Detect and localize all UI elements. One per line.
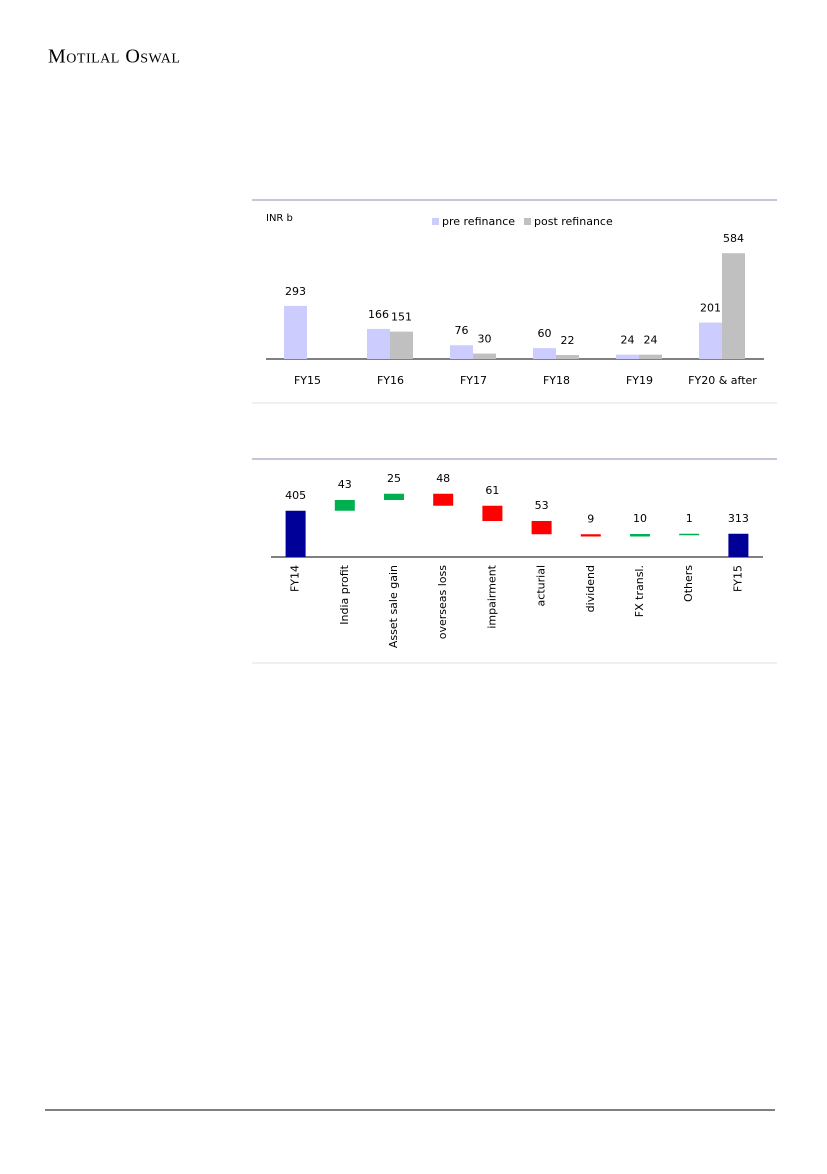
bar xyxy=(390,331,413,359)
x-tick-label: Others xyxy=(682,565,695,602)
value-label: 48 xyxy=(436,472,450,485)
legend-swatch xyxy=(432,218,439,225)
bar xyxy=(699,322,722,359)
legend-label: pre refinance xyxy=(442,215,515,228)
bar xyxy=(679,533,700,536)
value-label: 30 xyxy=(478,333,492,346)
x-tick-label: FY17 xyxy=(460,374,487,387)
bar xyxy=(722,253,745,359)
bar xyxy=(285,510,306,557)
value-label: 313 xyxy=(728,512,749,525)
bar xyxy=(531,521,552,535)
bar xyxy=(433,493,454,506)
legend-swatch xyxy=(524,218,531,225)
x-tick-label: acturial xyxy=(535,565,548,606)
value-label: 25 xyxy=(387,472,401,485)
value-label: 76 xyxy=(455,324,469,337)
value-label: 60 xyxy=(538,327,552,340)
x-tick-label: FY16 xyxy=(377,374,404,387)
bar xyxy=(630,534,650,537)
value-label: 24 xyxy=(621,334,635,347)
x-tick-label: FY15 xyxy=(731,565,744,592)
bar xyxy=(728,533,749,557)
value-label: 584 xyxy=(723,232,744,245)
x-tick-label: FY15 xyxy=(294,374,321,387)
x-tick-label: FY14 xyxy=(289,565,302,592)
legend-label: post refinance xyxy=(534,215,613,228)
x-tick-label: impairment xyxy=(485,564,498,628)
x-tick-label: overseas loss xyxy=(436,565,449,640)
bar xyxy=(616,354,639,359)
bar xyxy=(639,354,662,359)
bar xyxy=(556,355,579,359)
bar xyxy=(450,345,473,359)
unit-label: INR b xyxy=(266,213,293,224)
value-label: 10 xyxy=(633,512,647,525)
bar xyxy=(384,493,404,500)
x-tick-label: dividend xyxy=(584,565,597,612)
x-tick-label: Asset sale gain xyxy=(387,565,400,648)
value-label: 405 xyxy=(285,489,306,502)
x-tick-label: FX transl. xyxy=(633,565,646,617)
bar xyxy=(473,353,496,359)
value-label: 1 xyxy=(686,512,693,525)
x-tick-label: FY19 xyxy=(626,374,653,387)
value-label: 293 xyxy=(285,285,306,298)
x-tick-label: FY20 & after xyxy=(688,374,757,387)
x-tick-label: India profit xyxy=(338,564,351,624)
bar xyxy=(284,305,307,359)
x-tick-label: FY18 xyxy=(543,374,570,387)
value-label: 9 xyxy=(587,512,594,525)
value-label: 43 xyxy=(338,478,352,491)
value-label: 201 xyxy=(700,302,721,315)
bar xyxy=(367,328,390,359)
brand: Motilal Oswal xyxy=(48,46,180,68)
value-label: 53 xyxy=(535,499,549,512)
bar xyxy=(533,348,556,359)
value-label: 166 xyxy=(368,308,389,321)
bar xyxy=(334,500,355,511)
value-label: 24 xyxy=(644,334,658,347)
bar xyxy=(580,534,601,537)
value-label: 22 xyxy=(561,334,575,347)
value-label: 61 xyxy=(485,484,499,497)
bar xyxy=(482,505,503,521)
value-label: 151 xyxy=(391,311,412,324)
